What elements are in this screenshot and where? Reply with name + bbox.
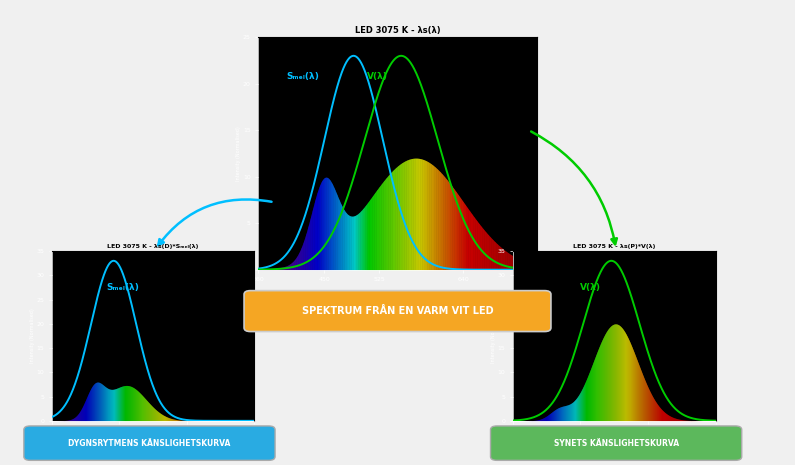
Y-axis label: Intensity (Normalised): Intensity (Normalised): [491, 309, 496, 363]
Text: Wavelength (nm): Wavelength (nm): [367, 295, 428, 302]
Text: V(λ): V(λ): [366, 72, 388, 81]
Text: SYNETS KÄNSLIGHETSKURVA: SYNETS KÄNSLIGHETSKURVA: [553, 438, 679, 448]
Text: DYGNSRYTMENS KÄNSLIGHETSKURVA: DYGNSRYTMENS KÄNSLIGHETSKURVA: [68, 438, 231, 448]
Text: V(λ): V(λ): [580, 283, 601, 292]
FancyArrowPatch shape: [158, 199, 272, 245]
Text: LED 3075 K - λs(D)*Sₘₑₗ(λ): LED 3075 K - λs(D)*Sₘₑₗ(λ): [107, 244, 199, 249]
FancyArrowPatch shape: [531, 132, 617, 244]
Y-axis label: Intensity (Normalised): Intensity (Normalised): [236, 126, 242, 181]
Text: Sₘₑₗ(λ): Sₘₑₗ(λ): [107, 283, 140, 292]
Y-axis label: Intensity (Normalised): Intensity (Normalised): [29, 309, 35, 363]
Text: LED 3075 K - λs(P)*V(λ): LED 3075 K - λs(P)*V(λ): [573, 244, 655, 249]
Text: Sₘₑₗ(λ): Sₘₑₗ(λ): [286, 72, 319, 81]
Text: LED 3075 K - λs(λ): LED 3075 K - λs(λ): [355, 26, 440, 35]
Text: SPEKTRUM FRÅN EN VARM VIT LED: SPEKTRUM FRÅN EN VARM VIT LED: [301, 306, 494, 316]
